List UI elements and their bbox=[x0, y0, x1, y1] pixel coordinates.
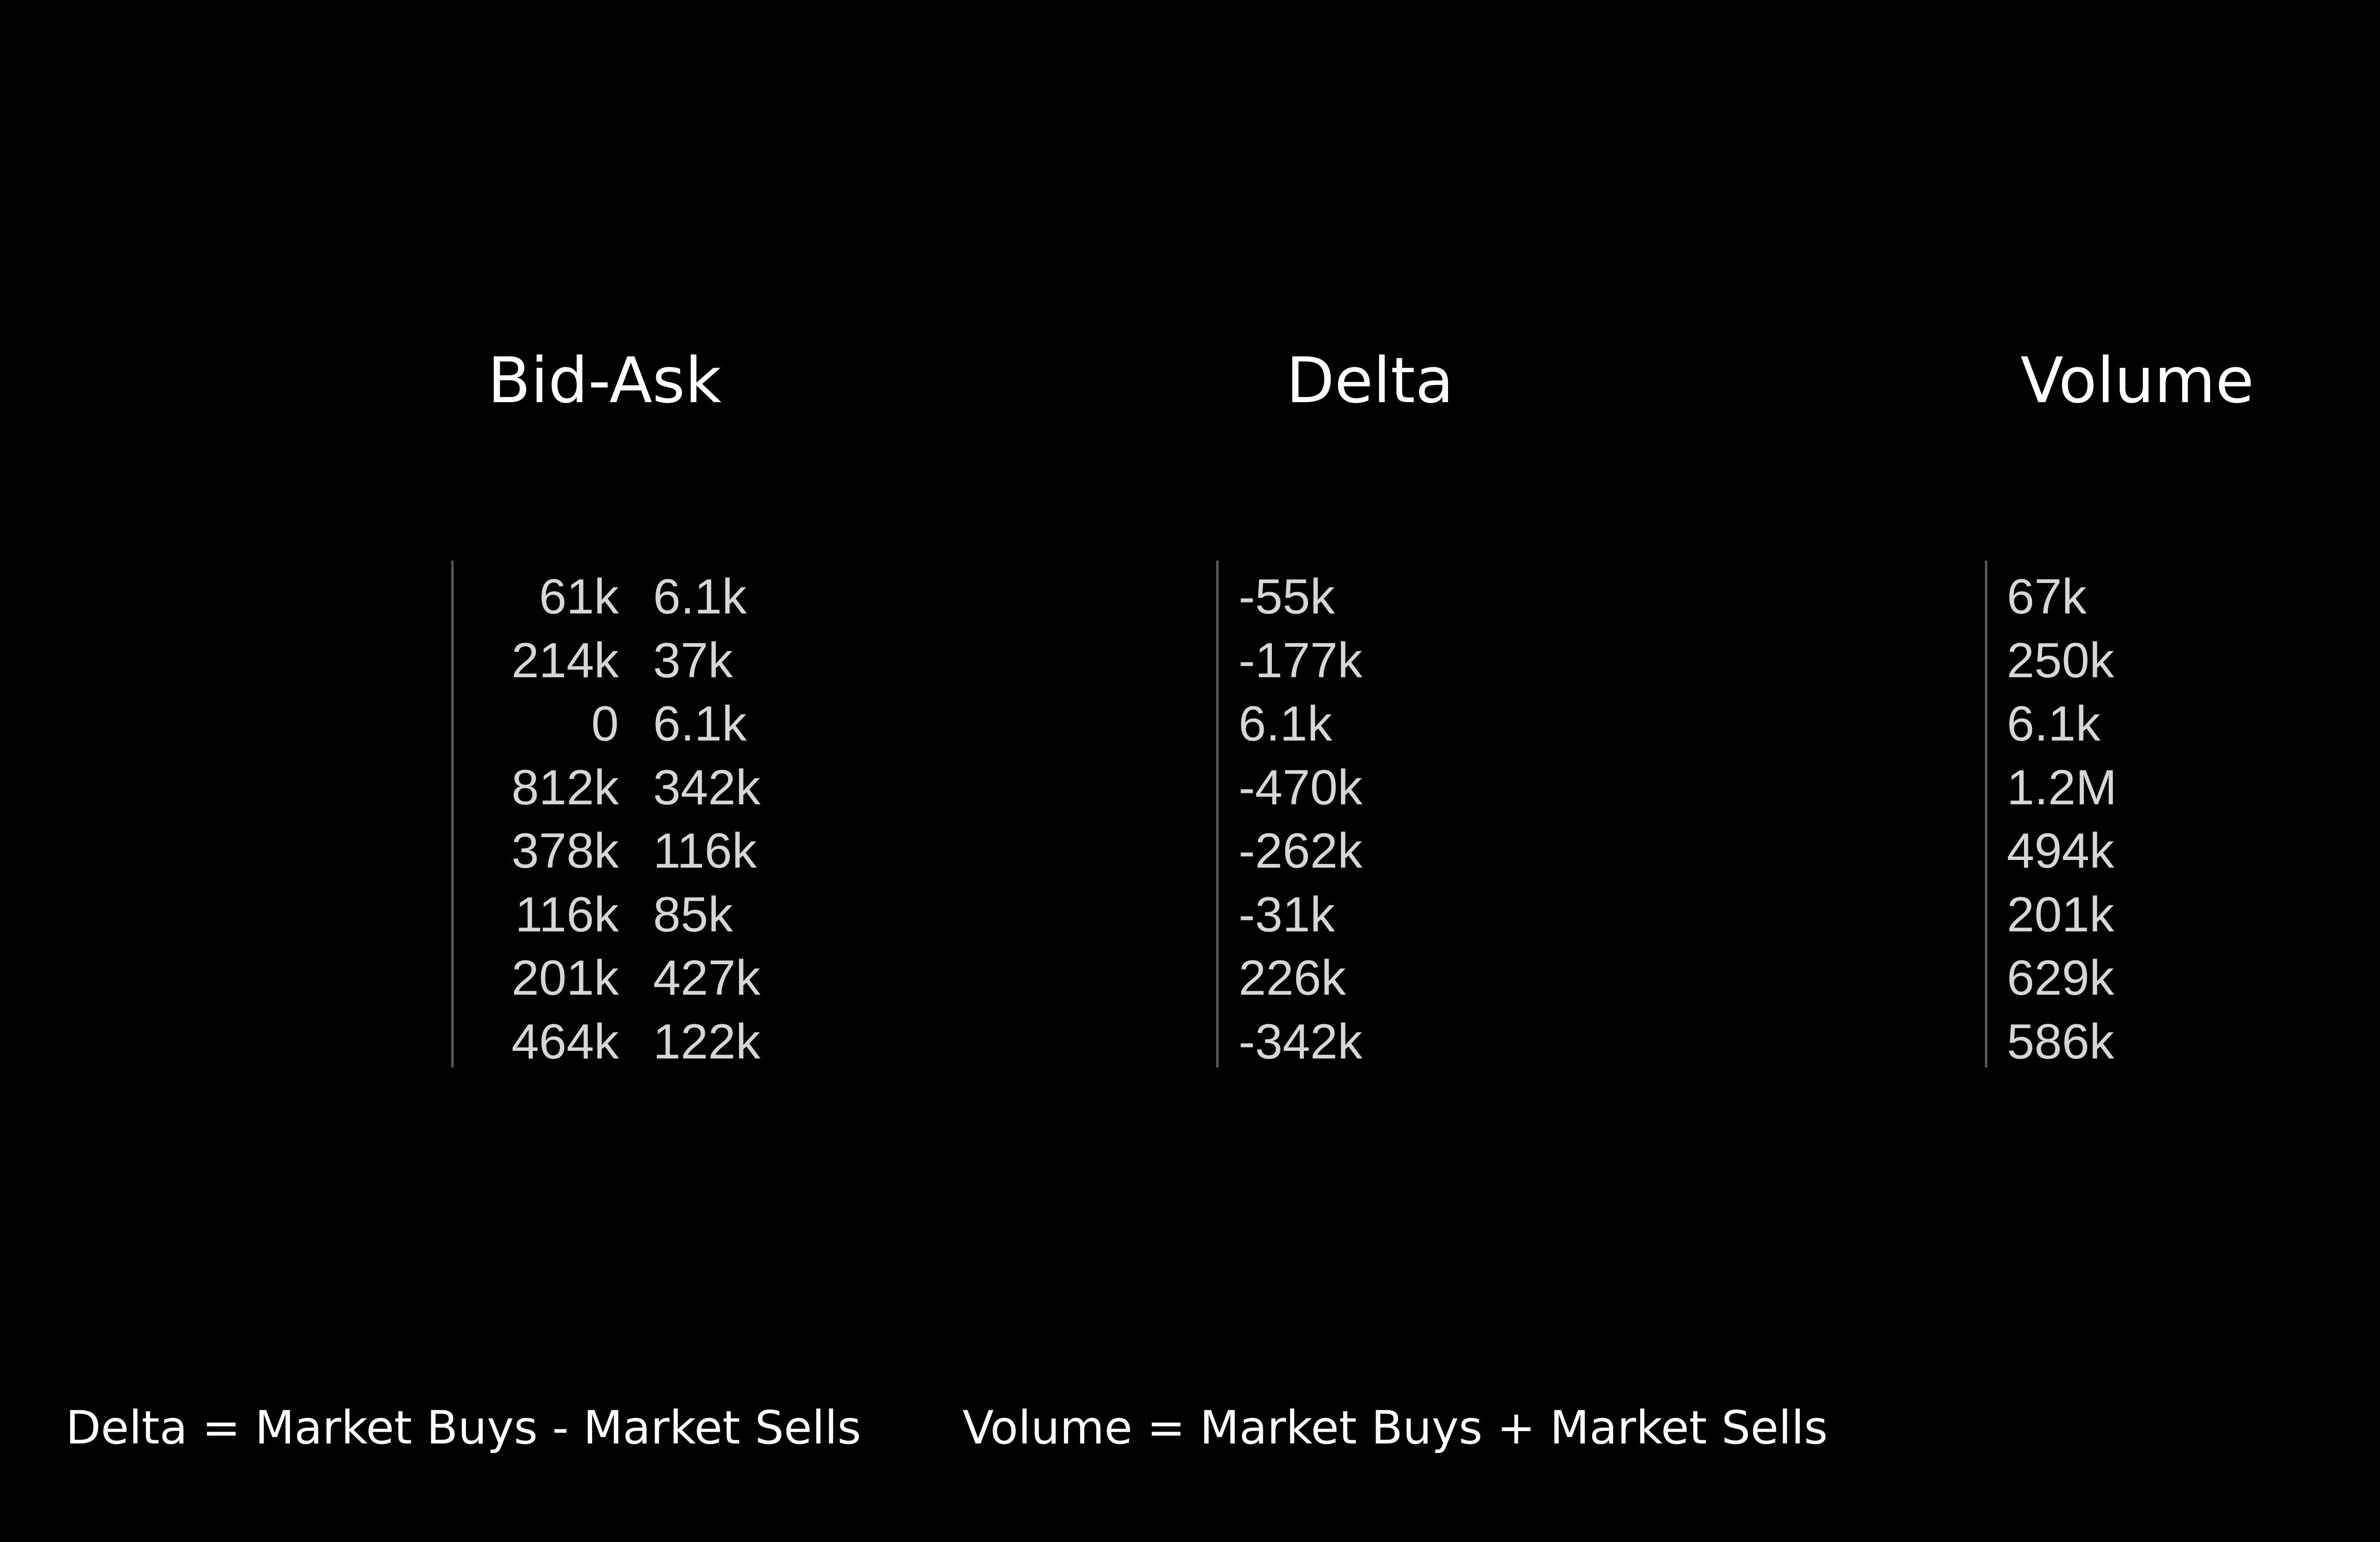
ask-value: 37k bbox=[653, 633, 733, 688]
volume-title: Volume bbox=[2020, 344, 2254, 417]
bid-column: 61k 214k 0 812k 378k 116k 201k 464k bbox=[462, 565, 619, 1074]
volume-value: 201k bbox=[2007, 887, 2114, 942]
volume-value: 629k bbox=[2007, 950, 2114, 1006]
volume-divider bbox=[1985, 561, 1987, 1068]
ask-value: 116k bbox=[653, 823, 757, 879]
bid-value: 61k bbox=[539, 569, 619, 624]
delta-value: -31k bbox=[1239, 887, 1335, 942]
ask-value: 427k bbox=[653, 950, 761, 1006]
bid-value: 214k bbox=[511, 633, 619, 688]
bid-value: 812k bbox=[511, 760, 619, 815]
ask-column: 6.1k 37k 6.1k 342k 116k 85k 427k 122k bbox=[653, 565, 824, 1074]
delta-value: 6.1k bbox=[1239, 696, 1332, 751]
bid-value: 464k bbox=[511, 1014, 619, 1069]
bid-value: 0 bbox=[591, 696, 619, 751]
ask-value: 342k bbox=[653, 760, 761, 815]
bid-value: 116k bbox=[515, 887, 619, 942]
ask-value: 6.1k bbox=[653, 569, 747, 624]
ask-value: 85k bbox=[653, 887, 733, 942]
bid-ask-title: Bid-Ask bbox=[487, 344, 722, 417]
bid-value: 201k bbox=[511, 950, 619, 1006]
ask-value: 122k bbox=[653, 1014, 761, 1069]
volume-value: 1.2M bbox=[2007, 760, 2117, 815]
delta-value: 226k bbox=[1239, 950, 1346, 1006]
delta-value: -342k bbox=[1239, 1014, 1363, 1069]
delta-value: -470k bbox=[1239, 760, 1363, 815]
ask-value: 6.1k bbox=[653, 696, 747, 751]
bid-value: 378k bbox=[511, 823, 619, 879]
delta-value: -55k bbox=[1239, 569, 1335, 624]
delta-divider bbox=[1216, 561, 1219, 1068]
volume-value: 6.1k bbox=[2007, 696, 2101, 751]
volume-value: 586k bbox=[2007, 1014, 2114, 1069]
delta-formula: Delta = Market Buys - Market Sells bbox=[66, 1401, 862, 1454]
bid-ask-divider bbox=[451, 561, 454, 1068]
volume-column: 67k 250k 6.1k 1.2M 494k 201k 629k 586k bbox=[2007, 565, 2245, 1074]
volume-formula: Volume = Market Buys + Market Sells bbox=[962, 1401, 1828, 1454]
volume-value: 250k bbox=[2007, 633, 2114, 688]
volume-value: 494k bbox=[2007, 823, 2114, 879]
delta-column: -55k -177k 6.1k -470k -262k -31k 226k -3… bbox=[1239, 565, 1477, 1074]
delta-title: Delta bbox=[1286, 344, 1454, 417]
volume-value: 67k bbox=[2007, 569, 2087, 624]
delta-value: -262k bbox=[1239, 823, 1363, 879]
delta-value: -177k bbox=[1239, 633, 1363, 688]
